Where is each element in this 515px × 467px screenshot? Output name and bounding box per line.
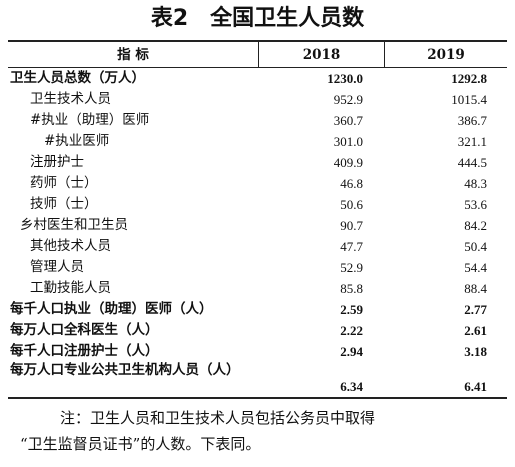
- table-row: #执业（助理）医师 360.7 386.7: [8, 110, 507, 131]
- value-2019: 1292.8: [451, 71, 487, 86]
- column-header-indicator: 指 标: [117, 47, 149, 63]
- table-title-number: 表2: [150, 6, 189, 31]
- value-2019: 444.5: [457, 155, 487, 170]
- value-2019: 54.4: [464, 260, 487, 275]
- table-row: 每万人口专业公共卫生机构人员（人） 6.34 6.41: [8, 362, 507, 398]
- row-label: 每万人口全科医生（人）: [10, 322, 159, 338]
- table-row: 管理人员 52.9 54.4: [8, 257, 507, 278]
- value-2018: 2.59: [340, 302, 363, 317]
- value-2018: 2.22: [340, 323, 363, 338]
- row-label: 管理人员: [30, 259, 84, 275]
- header-divider-2: [384, 42, 385, 67]
- value-2018: 85.8: [340, 281, 363, 296]
- value-2019: 88.4: [464, 281, 487, 296]
- value-2018: 301.0: [333, 134, 363, 149]
- table-row: 乡村医生和卫生员 90.7 84.2: [8, 215, 507, 236]
- row-label: 注册护士: [30, 154, 84, 170]
- row-label: #执业（助理）医师: [30, 112, 150, 128]
- table-title: 表2 全国卫生人员数: [0, 4, 515, 34]
- row-label: 卫生技术人员: [30, 91, 111, 107]
- header-rule: [8, 67, 507, 68]
- row-label: 工勤技能人员: [30, 280, 111, 296]
- value-2019: 53.6: [464, 197, 487, 212]
- value-2018: 50.6: [340, 197, 363, 212]
- row-label: 药师（士）: [30, 175, 98, 191]
- row-label: 每千人口注册护士（人）: [10, 343, 159, 359]
- table-row: 其他技术人员 47.7 50.4: [8, 236, 507, 257]
- value-2018: 2.94: [340, 344, 363, 359]
- table-row: 技师（士） 50.6 53.6: [8, 194, 507, 215]
- table-row: 注册护士 409.9 444.5: [8, 152, 507, 173]
- table-row: 工勤技能人员 85.8 88.4: [8, 278, 507, 299]
- top-rule: [8, 40, 507, 42]
- value-2018: 52.9: [340, 260, 363, 275]
- value-2018: 360.7: [333, 113, 363, 128]
- row-label: 技师（士）: [30, 196, 98, 212]
- table-row: 药师（士） 46.8 48.3: [8, 173, 507, 194]
- row-label: 卫生人员总数（万人）: [10, 70, 145, 86]
- value-2018: 6.34: [340, 379, 363, 394]
- table-row: 卫生技术人员 952.9 1015.4: [8, 89, 507, 110]
- value-2018: 90.7: [340, 218, 363, 233]
- bottom-rule: [8, 397, 507, 399]
- table-row: 每千人口注册护士（人） 2.94 3.18: [8, 341, 507, 362]
- row-label: 乡村医生和卫生员: [20, 217, 128, 233]
- table-title-text: 全国卫生人员数: [210, 6, 365, 31]
- row-label: 其他技术人员: [30, 238, 111, 254]
- table-row: 卫生人员总数（万人） 1230.0 1292.8: [8, 68, 507, 89]
- value-2019: 2.61: [464, 323, 487, 338]
- header-divider-1: [258, 42, 259, 67]
- table-note-line-2: “卫生监督员证书”的人数。下表同。: [20, 435, 261, 453]
- table-row: #执业医师 301.0 321.1: [8, 131, 507, 152]
- table-row: 每千人口执业（助理）医师（人） 2.59 2.77: [8, 299, 507, 320]
- value-2018: 952.9: [333, 92, 363, 107]
- value-2019: 50.4: [464, 239, 487, 254]
- value-2018: 46.8: [340, 176, 363, 191]
- value-2019: 3.18: [464, 344, 487, 359]
- row-label: #执业医师: [44, 133, 110, 149]
- value-2018: 1230.0: [327, 71, 363, 86]
- column-header-2018: 2018: [302, 47, 341, 63]
- value-2019: 321.1: [457, 134, 487, 149]
- value-2018: 409.9: [333, 155, 363, 170]
- value-2019: 386.7: [457, 113, 487, 128]
- value-2019: 84.2: [464, 218, 487, 233]
- value-2019: 6.41: [464, 379, 487, 394]
- column-header-2019: 2019: [427, 47, 465, 63]
- row-label: 每万人口专业公共卫生机构人员（人）: [10, 362, 240, 378]
- row-label: 每千人口执业（助理）医师（人）: [10, 301, 213, 317]
- table-note-line-1: 注：卫生人员和卫生技术人员包括公务员中取得: [60, 409, 376, 427]
- value-2018: 47.7: [340, 239, 363, 254]
- value-2019: 1015.4: [451, 92, 487, 107]
- value-2019: 2.77: [464, 302, 487, 317]
- value-2019: 48.3: [464, 176, 487, 191]
- table-row: 每万人口全科医生（人） 2.22 2.61: [8, 320, 507, 341]
